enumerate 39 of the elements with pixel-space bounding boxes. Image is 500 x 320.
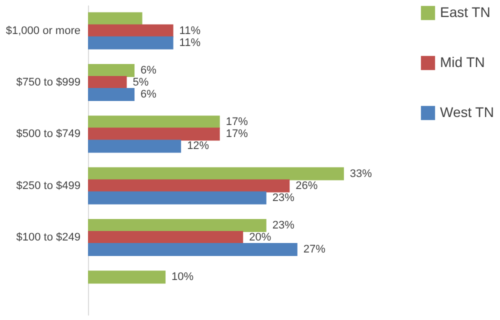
y-tick-label: $500 to $749 xyxy=(16,128,80,140)
data-label: 5% xyxy=(132,76,149,88)
data-label: 10% xyxy=(172,271,194,284)
bar xyxy=(88,167,344,180)
bar xyxy=(88,179,290,192)
bar xyxy=(88,36,174,50)
y-tick-label: $100 to $249 xyxy=(16,232,80,244)
data-label: 20% xyxy=(249,232,272,244)
legend-label: Mid TN xyxy=(440,54,485,70)
bar xyxy=(88,76,127,89)
data-label: 6% xyxy=(140,88,157,101)
bar xyxy=(88,88,135,102)
bar xyxy=(88,128,220,141)
y-tick-label: $750 to $999 xyxy=(16,76,80,88)
data-label: 23% xyxy=(272,192,295,204)
bar xyxy=(88,191,266,204)
bar xyxy=(88,243,298,256)
data-label: 17% xyxy=(226,116,248,128)
bar xyxy=(88,270,166,284)
data-label: 17% xyxy=(226,128,248,140)
data-label: 11% xyxy=(179,36,201,49)
data-label: 27% xyxy=(303,244,326,256)
bar xyxy=(88,231,244,244)
y-tick-label: $1,000 or more xyxy=(6,24,80,37)
data-label: 6% xyxy=(140,64,157,76)
y-tick-label: $250 to $499 xyxy=(16,180,80,192)
bar xyxy=(88,24,174,38)
legend-label: West TN xyxy=(440,104,494,120)
bar xyxy=(88,116,220,129)
data-label: 33% xyxy=(350,168,372,180)
data-label: 11% xyxy=(179,24,201,37)
data-label: 26% xyxy=(296,180,318,192)
data-label: 12% xyxy=(187,140,210,152)
bar xyxy=(88,140,182,153)
bar xyxy=(88,64,135,77)
data-label: 23% xyxy=(272,219,295,232)
bar xyxy=(88,218,266,232)
legend-label: East TN xyxy=(440,4,490,20)
bar xyxy=(88,12,142,26)
